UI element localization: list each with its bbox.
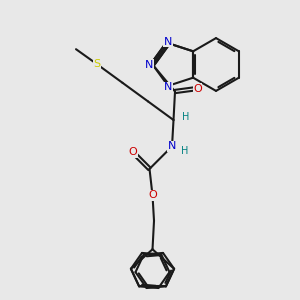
Text: O: O xyxy=(193,83,202,94)
Text: H: H xyxy=(181,146,188,156)
Text: S: S xyxy=(93,59,100,69)
Text: O: O xyxy=(129,147,137,158)
Text: H: H xyxy=(182,112,189,122)
Text: N: N xyxy=(168,141,176,152)
Text: N: N xyxy=(164,37,172,46)
Text: O: O xyxy=(148,190,157,200)
Text: N: N xyxy=(145,59,154,70)
Text: N: N xyxy=(164,82,172,92)
